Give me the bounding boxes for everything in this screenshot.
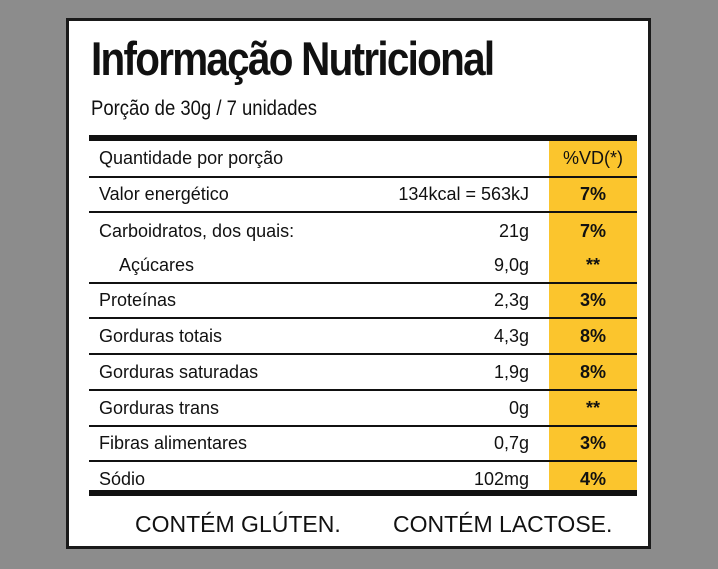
table-row: Açúcares 9,0g ** <box>89 249 637 284</box>
nutrient-name: Gorduras trans <box>99 397 220 418</box>
table-row: Proteínas 2,3g 3% <box>89 284 637 319</box>
table-header-row: Quantidade por porção %VD(*) <box>89 141 637 178</box>
nutrient-name: Sódio <box>99 468 146 489</box>
table-row: Valor energético 134kcal = 563kJ 7% <box>89 178 637 213</box>
nutrient-vd: 4% <box>579 468 606 489</box>
nutrient-quantity: 0,7g <box>493 433 529 453</box>
nutrient-vd: ** <box>585 397 600 418</box>
portion-size: Porção de 30g / 7 unidades <box>91 97 318 120</box>
nutrient-quantity: 134kcal = 563kJ <box>398 184 529 204</box>
gluten-warning: CONTÉM GLÚTEN. <box>135 511 341 537</box>
nutrient-quantity: 21g <box>498 220 529 241</box>
nutrient-quantity: 1,9g <box>493 361 529 382</box>
nutrient-name: Açúcares <box>119 255 195 275</box>
nutrient-vd: 8% <box>579 325 606 346</box>
lactose-warning: CONTÉM LACTOSE. <box>393 511 613 537</box>
daily-value-column <box>549 141 637 490</box>
table-row: Sódio 102mg 4% <box>89 462 637 496</box>
header-quantity-label: Quantidade por porção <box>99 148 284 168</box>
nutrient-quantity: 0g <box>508 397 529 418</box>
table-row: Gorduras trans 0g ** <box>89 391 637 427</box>
nutrient-quantity: 9,0g <box>493 255 529 275</box>
nutrient-name: Proteínas <box>99 290 177 310</box>
label-title: Informação Nutricional <box>91 32 495 85</box>
nutrient-vd: 7% <box>579 184 606 204</box>
nutrient-name: Gorduras totais <box>99 325 223 346</box>
nutrition-table: Quantidade por porção %VD(*) Valor energ… <box>89 135 637 496</box>
nutrient-quantity: 4,3g <box>493 325 529 346</box>
nutrition-label: Informação Nutricional Porção de 30g / 7… <box>66 18 651 549</box>
nutrient-name: Gorduras saturadas <box>99 361 259 382</box>
header-vd-label: %VD(*) <box>562 148 623 168</box>
nutrient-vd: ** <box>585 255 600 275</box>
table-row: Fibras alimentares 0,7g 3% <box>89 427 637 462</box>
nutrient-name: Fibras alimentares <box>99 433 248 453</box>
table-row: Carboidratos, dos quais: 21g 7% <box>89 213 637 249</box>
nutrient-quantity: 102mg <box>473 468 529 489</box>
nutrient-vd: 3% <box>579 433 606 453</box>
nutrient-quantity: 2,3g <box>493 290 529 310</box>
nutrient-vd: 3% <box>579 290 606 310</box>
nutrient-vd: 8% <box>579 361 606 382</box>
nutrient-vd: 7% <box>579 220 606 241</box>
nutrient-name: Valor energético <box>99 184 229 204</box>
table-row: Gorduras totais 4,3g 8% <box>89 319 637 355</box>
nutrient-name: Carboidratos, dos quais: <box>99 220 295 241</box>
table-row: Gorduras saturadas 1,9g 8% <box>89 355 637 391</box>
